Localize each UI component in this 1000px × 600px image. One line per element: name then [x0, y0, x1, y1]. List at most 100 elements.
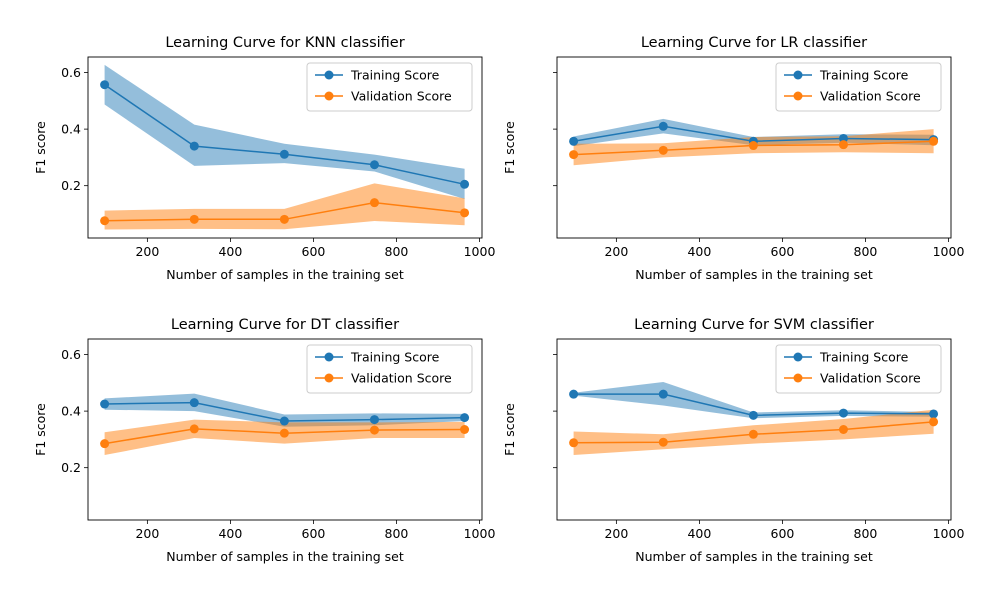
data-point: [369, 425, 379, 435]
x-tick-label: 800: [854, 526, 878, 541]
legend: Training Score Validation Score: [306, 62, 473, 112]
data-point: [369, 160, 379, 170]
legend: Training Score Validation Score: [775, 62, 942, 112]
data-point: [100, 216, 110, 226]
data-point: [569, 136, 579, 146]
data-point: [369, 415, 379, 425]
legend-label: Validation Score: [351, 89, 452, 104]
chart-panel: 200 400 600 800 1000 Learning Curve for LR cl…: [502, 35, 964, 282]
legend-box: [306, 62, 473, 112]
legend-marker: [793, 352, 803, 362]
legend-box: [306, 344, 473, 394]
data-point: [658, 121, 668, 131]
x-axis-label: Number of samples in the training set: [166, 267, 404, 282]
y-axis-label: F1 score: [502, 403, 517, 456]
data-point: [369, 198, 379, 208]
x-tick-label: 200: [604, 244, 628, 259]
x-tick-label: 600: [771, 526, 795, 541]
data-point: [100, 80, 110, 90]
x-axis-label: Number of samples in the training set: [635, 267, 873, 282]
y-axis-label: F1 score: [33, 121, 48, 174]
chart-panel: 200 400 600 800 1000 Learning Curve for SVM c…: [502, 317, 964, 564]
x-tick-label: 200: [604, 526, 628, 541]
y-tick-label: 0.4: [61, 122, 81, 137]
chart-panel: 200 400 600 800 1000 0.2 0.4 0.6 Learning Curve …: [33, 35, 495, 282]
axes-frame: [556, 338, 952, 521]
data-point: [100, 439, 110, 449]
x-tick-label: 1000: [464, 526, 496, 541]
x-axis-label: Number of samples in the training set: [635, 549, 873, 564]
legend: Training Score Validation Score: [306, 344, 473, 394]
chart-title: Learning Curve for DT classifier: [171, 317, 399, 333]
x-tick-label: 400: [218, 526, 242, 541]
y-axis-label: F1 score: [33, 403, 48, 456]
x-tick-label: 1000: [464, 244, 496, 259]
x-tick-label: 1000: [933, 526, 965, 541]
legend: Training Score Validation Score: [775, 344, 942, 394]
legend-box: [775, 344, 942, 394]
y-tick-label: 0.2: [61, 460, 81, 475]
data-point: [929, 136, 939, 146]
x-tick-label: 800: [854, 244, 878, 259]
data-point: [569, 150, 579, 160]
data-point: [460, 413, 470, 423]
axes-frame: [87, 338, 483, 521]
x-tick-label: 200: [135, 244, 159, 259]
y-axis-label: F1 score: [502, 121, 517, 174]
data-point: [460, 425, 470, 434]
data-point: [748, 410, 758, 420]
data-point: [460, 208, 470, 218]
legend-label: Training Score: [819, 68, 909, 83]
chart-title: Learning Curve for LR classifier: [641, 35, 867, 51]
data-point: [838, 408, 848, 418]
axes-frame: [87, 56, 483, 239]
x-tick-label: 600: [771, 244, 795, 259]
legend-marker: [324, 70, 334, 80]
x-tick-label: 200: [135, 526, 159, 541]
data-point: [569, 389, 579, 399]
legend-label: Training Score: [819, 350, 909, 365]
legend-marker: [324, 352, 334, 362]
axes-frame: [556, 56, 952, 239]
data-point: [929, 409, 939, 419]
data-point: [189, 398, 199, 408]
data-point: [279, 416, 289, 426]
data-point: [279, 149, 289, 159]
data-point: [189, 141, 199, 151]
data-point: [279, 428, 289, 438]
data-point: [100, 399, 110, 409]
x-tick-label: 600: [302, 526, 326, 541]
x-axis-label: Number of samples in the training set: [166, 549, 404, 564]
x-tick-label: 800: [385, 526, 409, 541]
x-tick-label: 1000: [933, 244, 965, 259]
legend-marker: [324, 373, 334, 383]
legend-label: Validation Score: [351, 371, 452, 386]
x-tick-label: 400: [687, 526, 711, 541]
data-point: [838, 133, 848, 143]
legend-box: [775, 62, 942, 112]
y-tick-label: 0.6: [61, 65, 81, 80]
y-tick-label: 0.6: [61, 347, 81, 362]
data-point: [748, 141, 758, 151]
data-point: [658, 437, 668, 447]
legend-marker: [793, 91, 803, 101]
x-tick-label: 800: [385, 244, 409, 259]
data-point: [658, 389, 668, 399]
x-tick-label: 400: [218, 244, 242, 259]
legend-label: Training Score: [350, 68, 440, 83]
data-point: [569, 438, 579, 448]
data-point: [658, 145, 668, 155]
y-tick-label: 0.2: [61, 178, 81, 193]
legend-marker: [793, 373, 803, 383]
chart-panel: 200 400 600 800 1000 0.2 0.4 0.6 Learning Curve …: [33, 317, 495, 564]
x-tick-label: 600: [302, 244, 326, 259]
data-point: [838, 425, 848, 434]
data-point: [189, 214, 199, 224]
chart-title: Learning Curve for SVM classifier: [634, 317, 874, 333]
legend-label: Training Score: [350, 350, 440, 365]
y-tick-label: 0.4: [61, 404, 81, 419]
legend-marker: [793, 70, 803, 80]
x-tick-label: 400: [687, 244, 711, 259]
legend-marker: [324, 91, 334, 101]
